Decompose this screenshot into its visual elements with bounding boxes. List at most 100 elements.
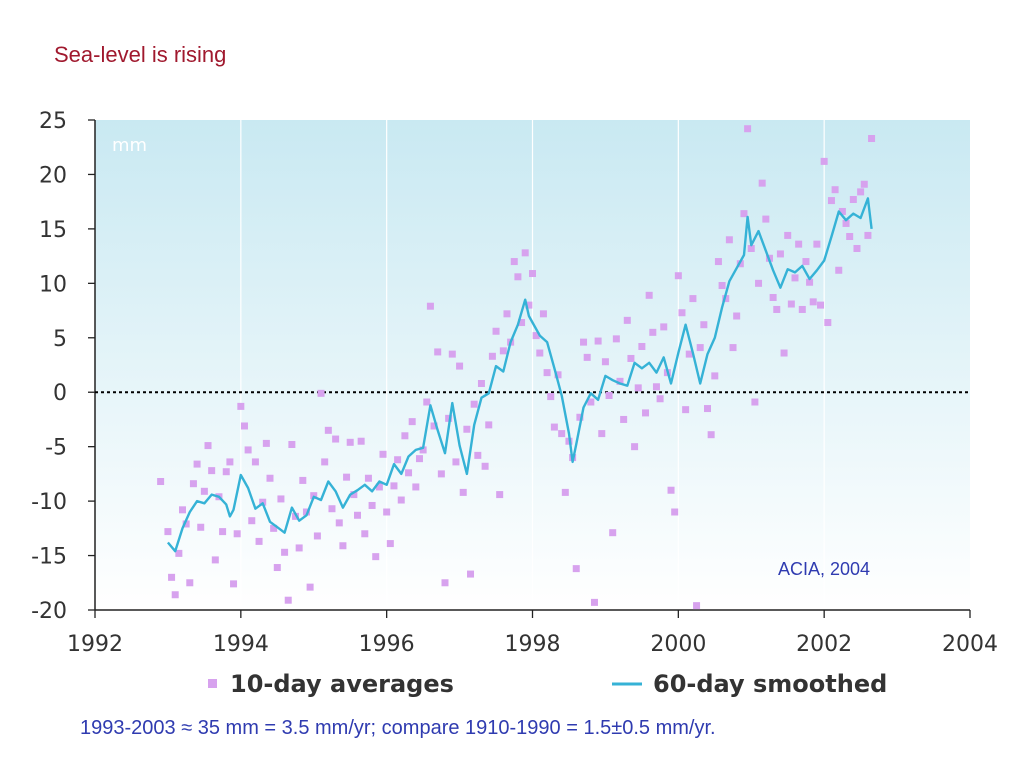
source-annotation: ACIA, 2004 bbox=[778, 559, 870, 579]
data-point bbox=[375, 483, 383, 491]
data-point bbox=[226, 458, 234, 466]
data-point bbox=[773, 305, 781, 313]
data-point bbox=[321, 458, 329, 466]
data-point bbox=[645, 291, 653, 299]
data-point bbox=[452, 458, 460, 466]
data-point bbox=[784, 231, 792, 239]
data-point bbox=[346, 438, 354, 446]
data-point bbox=[230, 580, 238, 588]
data-point bbox=[795, 240, 803, 248]
data-point bbox=[514, 273, 522, 281]
x-tick-label: 1998 bbox=[505, 632, 561, 657]
data-point bbox=[368, 501, 376, 509]
data-point bbox=[532, 332, 540, 340]
data-point bbox=[842, 219, 850, 227]
data-point bbox=[693, 602, 701, 610]
x-tick-label: 1996 bbox=[359, 632, 415, 657]
data-point bbox=[583, 353, 591, 361]
data-point bbox=[182, 520, 190, 528]
data-point bbox=[809, 298, 817, 306]
data-point bbox=[601, 358, 609, 366]
data-point bbox=[386, 540, 394, 548]
data-point bbox=[467, 570, 475, 578]
y-tick-label: -5 bbox=[45, 436, 67, 461]
data-point bbox=[853, 244, 861, 252]
data-point bbox=[817, 301, 825, 309]
data-point bbox=[718, 282, 726, 290]
data-point bbox=[284, 596, 292, 604]
data-point bbox=[827, 197, 835, 205]
data-point bbox=[682, 406, 690, 414]
x-tick-label: 2002 bbox=[796, 632, 852, 657]
data-point bbox=[634, 384, 642, 392]
y-axis-label: mm bbox=[112, 135, 147, 156]
data-point bbox=[667, 486, 675, 494]
data-point bbox=[831, 186, 839, 194]
data-point bbox=[419, 446, 427, 454]
data-point bbox=[186, 579, 194, 587]
data-point bbox=[521, 249, 529, 257]
data-point bbox=[733, 312, 741, 320]
data-point bbox=[379, 450, 387, 458]
data-point bbox=[576, 413, 584, 421]
data-point bbox=[492, 327, 500, 335]
data-point bbox=[273, 564, 281, 572]
data-point bbox=[587, 398, 595, 406]
data-point bbox=[747, 244, 755, 252]
data-point bbox=[660, 323, 668, 331]
data-point bbox=[824, 319, 832, 327]
data-point bbox=[270, 524, 278, 532]
data-point bbox=[328, 505, 336, 513]
data-point bbox=[401, 432, 409, 440]
data-point bbox=[222, 468, 230, 476]
data-point bbox=[189, 480, 197, 488]
data-point bbox=[627, 354, 635, 362]
data-point bbox=[332, 435, 340, 443]
data-point bbox=[594, 337, 602, 345]
data-point bbox=[685, 350, 693, 358]
data-point bbox=[711, 372, 719, 380]
series-10-day-averages bbox=[157, 125, 876, 610]
data-point bbox=[456, 362, 464, 370]
data-point bbox=[423, 398, 431, 406]
data-point bbox=[518, 319, 526, 327]
data-point bbox=[255, 537, 263, 545]
data-point bbox=[700, 321, 708, 329]
y-tick-label: -15 bbox=[31, 545, 67, 570]
data-point bbox=[302, 508, 310, 516]
data-point bbox=[543, 369, 551, 377]
data-point bbox=[580, 338, 588, 346]
footnote: 1993-2003 ≈ 35 mm = 3.5 mm/yr; compare 1… bbox=[80, 717, 716, 739]
data-point bbox=[445, 414, 453, 422]
data-point bbox=[361, 530, 369, 538]
data-point bbox=[383, 508, 391, 516]
data-point bbox=[652, 383, 660, 391]
data-point bbox=[638, 342, 646, 350]
data-point bbox=[802, 258, 810, 266]
tick-labels: 1992 1994 1996 1998 2000 2002 2004 25 20 15 10 5 0 -5… bbox=[31, 109, 998, 657]
data-point bbox=[616, 377, 624, 385]
data-point bbox=[437, 470, 445, 478]
data-point bbox=[791, 274, 799, 282]
data-point bbox=[295, 544, 303, 552]
y-tick-label: 25 bbox=[39, 109, 67, 134]
data-point bbox=[477, 380, 485, 388]
data-point bbox=[324, 426, 332, 434]
data-point bbox=[631, 443, 639, 451]
slide-title: Sea-level is rising bbox=[54, 42, 227, 67]
data-point bbox=[390, 482, 398, 490]
y-tick-label: 10 bbox=[39, 272, 67, 297]
data-point bbox=[364, 474, 372, 482]
data-point bbox=[459, 488, 467, 496]
data-point bbox=[237, 402, 245, 410]
data-point bbox=[313, 532, 321, 540]
data-point bbox=[707, 431, 715, 439]
data-point bbox=[539, 310, 547, 318]
data-point bbox=[354, 511, 361, 519]
data-point bbox=[755, 279, 763, 287]
data-point bbox=[405, 469, 413, 477]
data-point bbox=[835, 266, 843, 274]
data-point bbox=[868, 135, 876, 143]
data-point bbox=[219, 528, 227, 536]
